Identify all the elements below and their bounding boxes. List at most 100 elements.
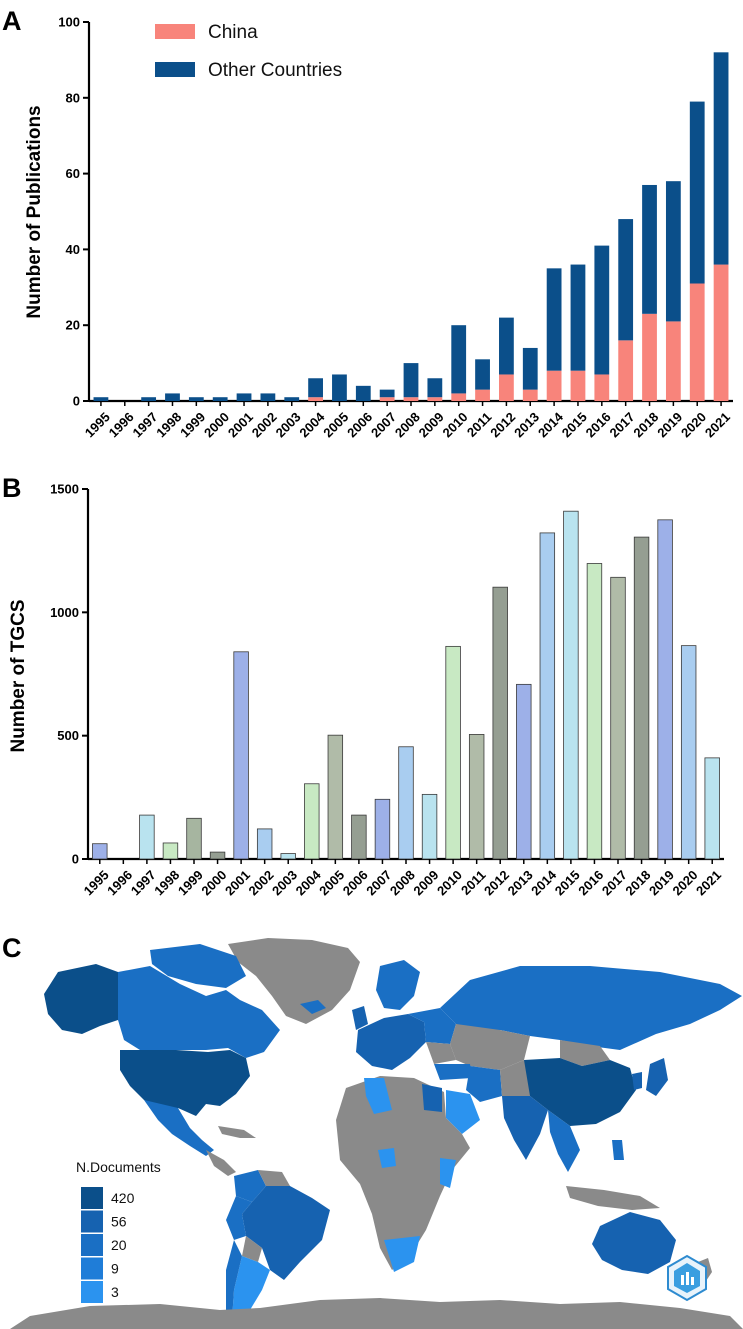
country-cuba (218, 1126, 256, 1138)
bar-china (546, 370, 562, 401)
bar (92, 843, 108, 860)
country-afghanistan (500, 1060, 530, 1096)
bar (633, 536, 650, 860)
x-tick-label: 2013 (511, 409, 542, 440)
country-ethiopia-kenya (440, 1158, 456, 1188)
bar (610, 576, 626, 860)
bar-other-countries (212, 397, 228, 401)
bar-other-countries (403, 363, 419, 398)
x-tick-label: 2017 (607, 409, 638, 440)
bar-other-countries (642, 184, 657, 314)
x-tick-label: 2007 (368, 409, 399, 440)
x-tick-label: 2004 (296, 409, 328, 441)
x-tick-label: 2001 (225, 409, 256, 440)
bar (398, 746, 414, 860)
panel-c: C (2, 933, 743, 1329)
panel-letter-c: C (2, 933, 22, 963)
x-tick-label: 1998 (153, 409, 184, 440)
bar-china (618, 340, 634, 401)
country-philippines (612, 1140, 624, 1160)
bar-china (379, 397, 395, 401)
bar-china (570, 370, 586, 401)
x-tick-label: 2021 (693, 867, 724, 898)
bar-other-countries (93, 397, 109, 401)
country-saudi (446, 1090, 480, 1134)
bar-other-countries (546, 268, 562, 371)
y-tick-label: 20 (66, 318, 80, 333)
country-ukraine (426, 1042, 456, 1064)
legend-swatch-other-countries (155, 62, 195, 77)
bar (445, 645, 461, 860)
bar-other-countries (594, 245, 610, 375)
x-tick-label: 2010 (440, 409, 471, 440)
legend-label-china: China (208, 22, 258, 43)
x-tick-label: 1999 (177, 409, 208, 440)
panel-a: A Number of Publications 0 20 40 60 80 100 199… (2, 6, 733, 440)
country-colombia (234, 1170, 266, 1202)
x-tick-label: 2018 (630, 409, 661, 440)
bar-china (451, 393, 467, 401)
x-tick-label: 2016 (583, 409, 614, 440)
chart-a-ylabel: Number of Publications (24, 105, 45, 318)
bar-other-countries (618, 219, 634, 341)
country-bolivia (242, 1236, 262, 1262)
country-egypt (422, 1084, 442, 1112)
x-tick-label: 2013 (505, 867, 536, 898)
bar (468, 734, 485, 860)
bar-other-countries (308, 378, 323, 398)
panel-letter-a: A (2, 6, 22, 36)
country-scandinavia (376, 960, 420, 1010)
bar-china (522, 389, 538, 401)
bar (186, 817, 202, 860)
country-canada (118, 966, 280, 1058)
country-western-europe (356, 1014, 426, 1070)
legend-label-other-countries: Other Countries (208, 60, 342, 81)
map-legend-swatch (81, 1187, 103, 1209)
bar-china (427, 397, 443, 401)
x-tick-label: 2020 (670, 867, 701, 898)
bar (304, 783, 320, 860)
bar (704, 757, 720, 860)
x-tick-label: 2003 (273, 409, 304, 440)
y-tick-label: 500 (57, 728, 79, 743)
bar (680, 645, 697, 860)
country-canada-arctic (150, 944, 246, 988)
country-argentina (232, 1256, 270, 1324)
bar (374, 798, 391, 860)
bar (351, 814, 367, 860)
y-tick-label: 80 (66, 90, 80, 105)
country-indonesia (566, 1186, 660, 1210)
bar (162, 842, 179, 860)
bar (209, 851, 226, 860)
panel-b: B Number of TGCS 05001000150019951996199… (2, 473, 724, 898)
bar-other-countries (522, 347, 538, 390)
x-tick-label: 2001 (222, 867, 253, 898)
country-peru (226, 1196, 252, 1240)
y-tick-label: 60 (66, 166, 80, 181)
bar-other-countries (165, 393, 180, 401)
map-legend-swatch (81, 1257, 103, 1280)
country-iran (466, 1066, 502, 1102)
country-alaska (44, 964, 118, 1034)
bar (586, 563, 603, 860)
x-tick-label: 2018 (622, 867, 653, 898)
bar (492, 586, 508, 860)
country-russia (440, 966, 742, 1050)
bar-other-countries (188, 397, 204, 401)
bar-china (594, 374, 610, 401)
y-tick-label: 1000 (50, 605, 79, 620)
x-tick-label: 2005 (320, 409, 351, 440)
map-legend-swatch (81, 1210, 103, 1233)
x-tick-label: 2015 (552, 867, 583, 898)
x-tick-label: 1995 (81, 867, 112, 898)
x-tick-label: 2019 (654, 409, 685, 440)
country-uk (352, 1006, 368, 1030)
bar (256, 828, 273, 860)
y-tick-label: 1500 (50, 482, 79, 497)
chart-b-ylabel: Number of TGCS (8, 599, 29, 752)
bar-other-countries (713, 52, 729, 265)
country-brazil (242, 1186, 330, 1280)
country-india (502, 1096, 548, 1160)
bar-other-countries (379, 389, 395, 398)
country-mongolia (560, 1040, 610, 1066)
